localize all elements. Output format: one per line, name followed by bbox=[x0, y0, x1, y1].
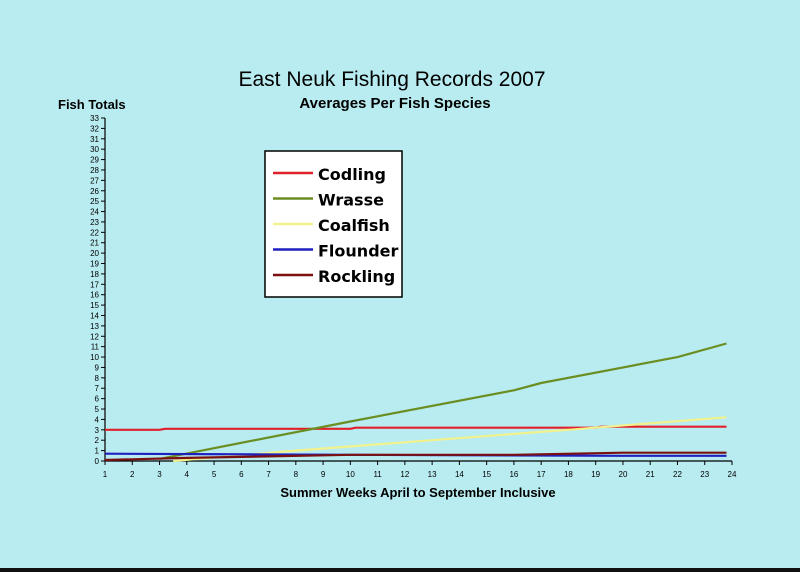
legend-label-rockling: Rockling bbox=[318, 267, 395, 286]
x-tick-label: 22 bbox=[673, 470, 682, 479]
y-tick-label: 1 bbox=[95, 447, 100, 456]
y-tick-label: 11 bbox=[91, 343, 100, 352]
series-line-wrasse bbox=[159, 342, 727, 460]
x-tick-label: 7 bbox=[266, 470, 271, 479]
y-tick-label: 8 bbox=[95, 374, 100, 383]
y-tick-label: 32 bbox=[90, 124, 99, 133]
x-tick-label: 12 bbox=[400, 470, 409, 479]
y-tick-label: 7 bbox=[95, 384, 100, 393]
series-lines bbox=[104, 342, 727, 463]
y-tick-label: 23 bbox=[90, 218, 99, 227]
x-tick-label: 13 bbox=[428, 470, 437, 479]
x-tick-label: 3 bbox=[157, 470, 162, 479]
bottom-border bbox=[0, 568, 800, 572]
x-tick-label: 9 bbox=[321, 470, 326, 479]
x-tick-label: 16 bbox=[509, 470, 518, 479]
legend-label-wrasse: Wrasse bbox=[318, 191, 384, 210]
x-tick-label: 21 bbox=[646, 470, 655, 479]
y-tick-label: 9 bbox=[95, 363, 100, 372]
y-tick-label: 3 bbox=[95, 426, 100, 435]
y-tick-label: 13 bbox=[90, 322, 99, 331]
y-tick-label: 29 bbox=[90, 156, 99, 165]
y-tick-label: 21 bbox=[90, 239, 99, 248]
y-tick-label: 16 bbox=[90, 291, 99, 300]
y-tick-label: 24 bbox=[90, 208, 99, 217]
x-tick-label: 5 bbox=[212, 470, 217, 479]
y-tick-label: 18 bbox=[90, 270, 99, 279]
y-tick-label: 19 bbox=[90, 260, 99, 269]
x-tick-label: 4 bbox=[185, 470, 190, 479]
chart-title: East Neuk Fishing Records 2007 bbox=[239, 68, 546, 91]
x-tick-label: 20 bbox=[619, 470, 628, 479]
x-axis-label: Summer Weeks April to September Inclusiv… bbox=[280, 485, 555, 500]
y-tick-label: 15 bbox=[90, 301, 99, 310]
x-tick-label: 23 bbox=[700, 470, 709, 479]
y-tick-label: 33 bbox=[90, 114, 99, 123]
chart-subtitle: Averages Per Fish Species bbox=[299, 95, 490, 112]
x-tick-label: 17 bbox=[537, 470, 546, 479]
y-tick-label: 10 bbox=[90, 353, 99, 362]
axes: 0123456789101112131415161718192021222324… bbox=[90, 114, 737, 479]
x-tick-label: 10 bbox=[346, 470, 355, 479]
x-tick-label: 1 bbox=[103, 470, 108, 479]
y-tick-label: 6 bbox=[95, 395, 100, 404]
y-tick-label: 22 bbox=[90, 228, 99, 237]
legend-label-flounder: Flounder bbox=[318, 242, 398, 261]
x-tick-label: 24 bbox=[728, 470, 737, 479]
series-line-codling bbox=[105, 425, 727, 431]
y-tick-label: 25 bbox=[90, 197, 99, 206]
x-tick-label: 14 bbox=[455, 470, 464, 479]
x-tick-label: 6 bbox=[239, 470, 244, 479]
y-axis-label: Fish Totals bbox=[58, 97, 126, 112]
y-tick-label: 17 bbox=[90, 280, 99, 289]
y-tick-label: 5 bbox=[95, 405, 100, 414]
x-tick-label: 2 bbox=[130, 470, 135, 479]
y-tick-label: 30 bbox=[90, 145, 99, 154]
y-tick-label: 27 bbox=[90, 176, 99, 185]
x-tick-label: 8 bbox=[294, 470, 299, 479]
x-tick-label: 18 bbox=[564, 470, 573, 479]
y-tick-label: 31 bbox=[90, 135, 99, 144]
series-line-rockling bbox=[104, 451, 727, 462]
y-tick-label: 4 bbox=[95, 415, 100, 424]
y-tick-label: 0 bbox=[95, 457, 100, 466]
y-tick-label: 12 bbox=[90, 332, 99, 341]
x-tick-label: 11 bbox=[373, 470, 382, 479]
y-tick-label: 26 bbox=[90, 187, 99, 196]
x-tick-label: 19 bbox=[591, 470, 600, 479]
legend-label-coalfish: Coalfish bbox=[318, 216, 390, 235]
legend-label-codling: Codling bbox=[318, 165, 386, 184]
y-tick-label: 20 bbox=[90, 249, 99, 258]
y-tick-label: 2 bbox=[95, 436, 100, 445]
y-tick-label: 28 bbox=[90, 166, 99, 175]
x-tick-label: 15 bbox=[482, 470, 491, 479]
legend: Codling Wrasse Coalfish Flounder Rockling bbox=[264, 150, 403, 298]
y-tick-label: 14 bbox=[90, 311, 99, 320]
